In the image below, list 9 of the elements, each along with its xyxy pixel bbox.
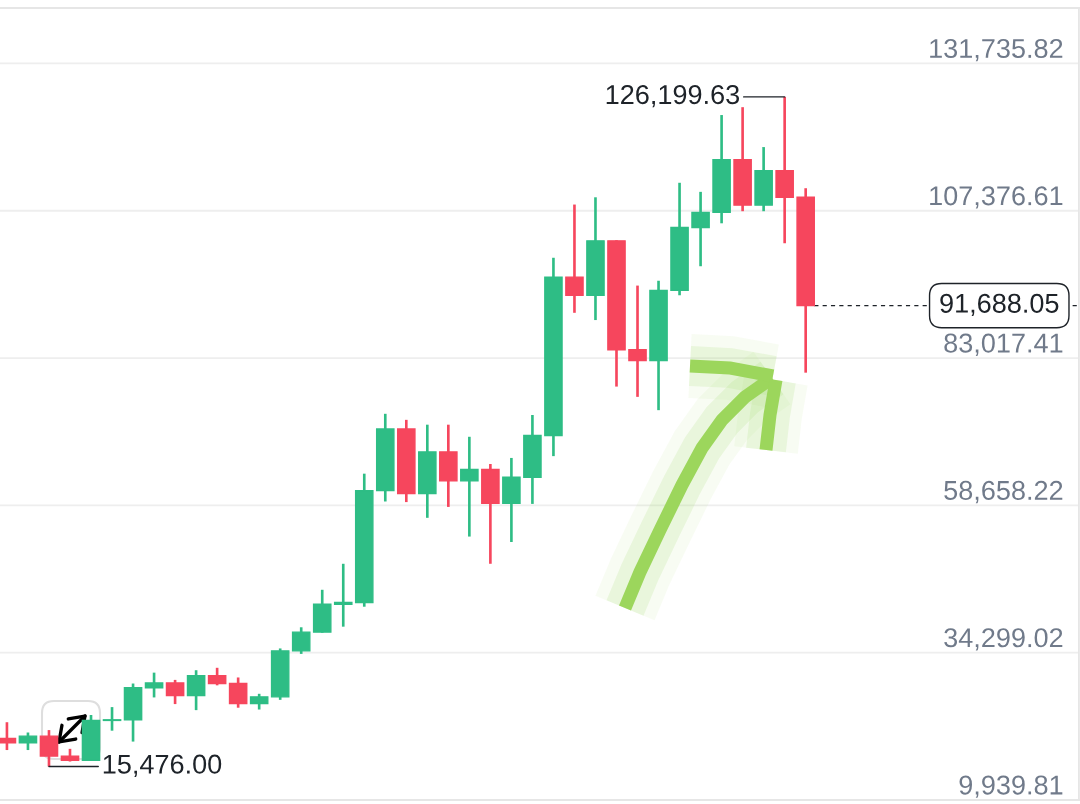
ref-line-label: 91,688.05: [940, 293, 1059, 317]
y-tick-label: 83,017.41: [944, 333, 1063, 356]
y-tick-label: 58,658.22: [944, 480, 1063, 504]
y-tick-label: 9,939.81: [959, 775, 1063, 798]
annotation: 15,476.00: [103, 754, 222, 777]
y-tick-label: 107,376.61: [930, 186, 1063, 209]
y-tick-label: 131,735.82: [930, 38, 1063, 62]
annotation: 126,199.63: [606, 84, 740, 108]
y-tick-label: 34,299.02: [944, 628, 1063, 651]
